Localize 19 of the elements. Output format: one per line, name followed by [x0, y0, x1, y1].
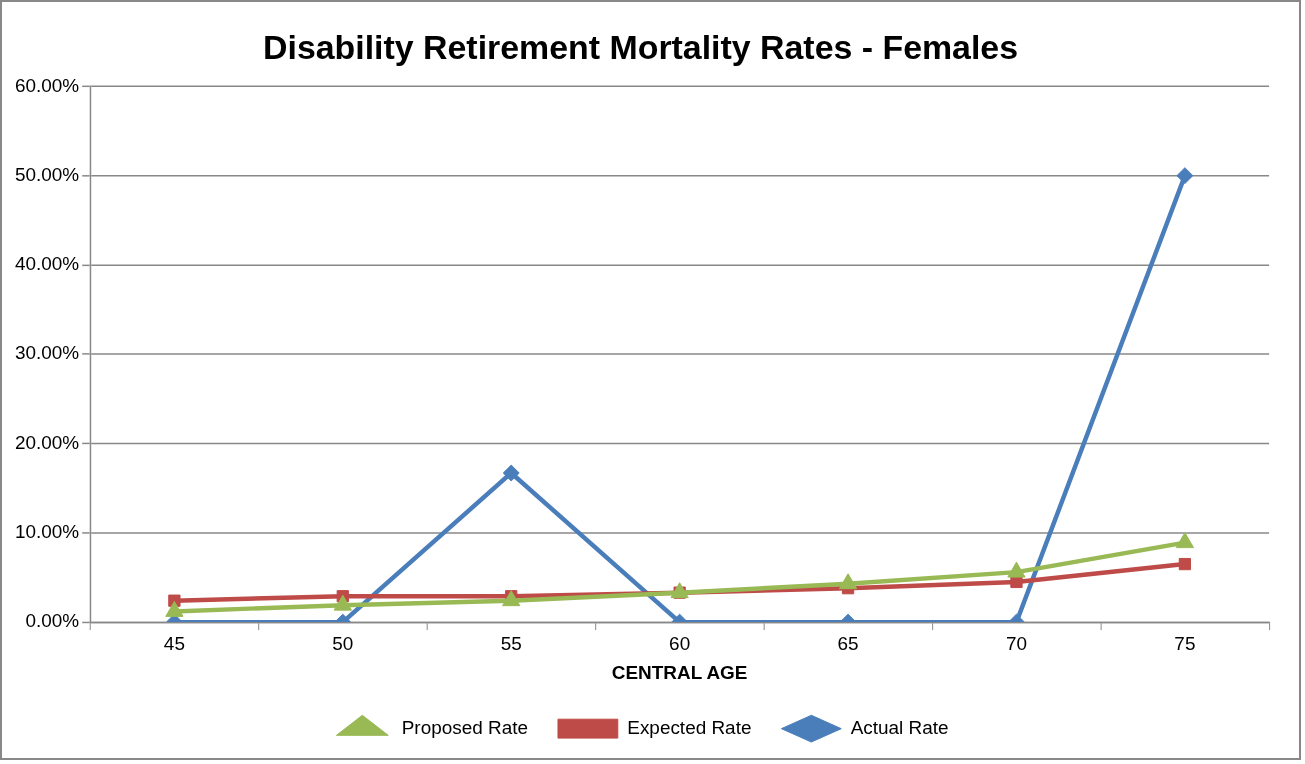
legend-label: Actual Rate	[850, 716, 949, 738]
legend-label: Expected Rate	[627, 716, 752, 738]
x-tick-label: 50	[332, 632, 354, 654]
y-tick-label: 20.00%	[15, 431, 80, 453]
chart-title: Disability Retirement Mortality Rates - Females	[263, 28, 1019, 67]
y-tick-label: 60.00%	[15, 74, 80, 96]
x-tick-label: 75	[1174, 632, 1196, 654]
y-tick-label: 50.00%	[15, 163, 80, 185]
x-axis-title: CENTRAL AGE	[611, 662, 748, 684]
x-tick-label: 65	[837, 632, 859, 654]
x-tick-label: 45	[163, 632, 185, 654]
y-tick-label: 40.00%	[15, 253, 80, 275]
x-tick-label: 70	[1005, 632, 1027, 654]
legend-label: Proposed Rate	[401, 716, 528, 738]
y-tick-label: 0.00%	[25, 610, 80, 632]
x-tick-label: 60	[669, 632, 691, 654]
y-tick-label: 30.00%	[15, 342, 80, 364]
x-tick-label: 55	[500, 632, 522, 654]
y-tick-label: 10.00%	[15, 521, 80, 543]
